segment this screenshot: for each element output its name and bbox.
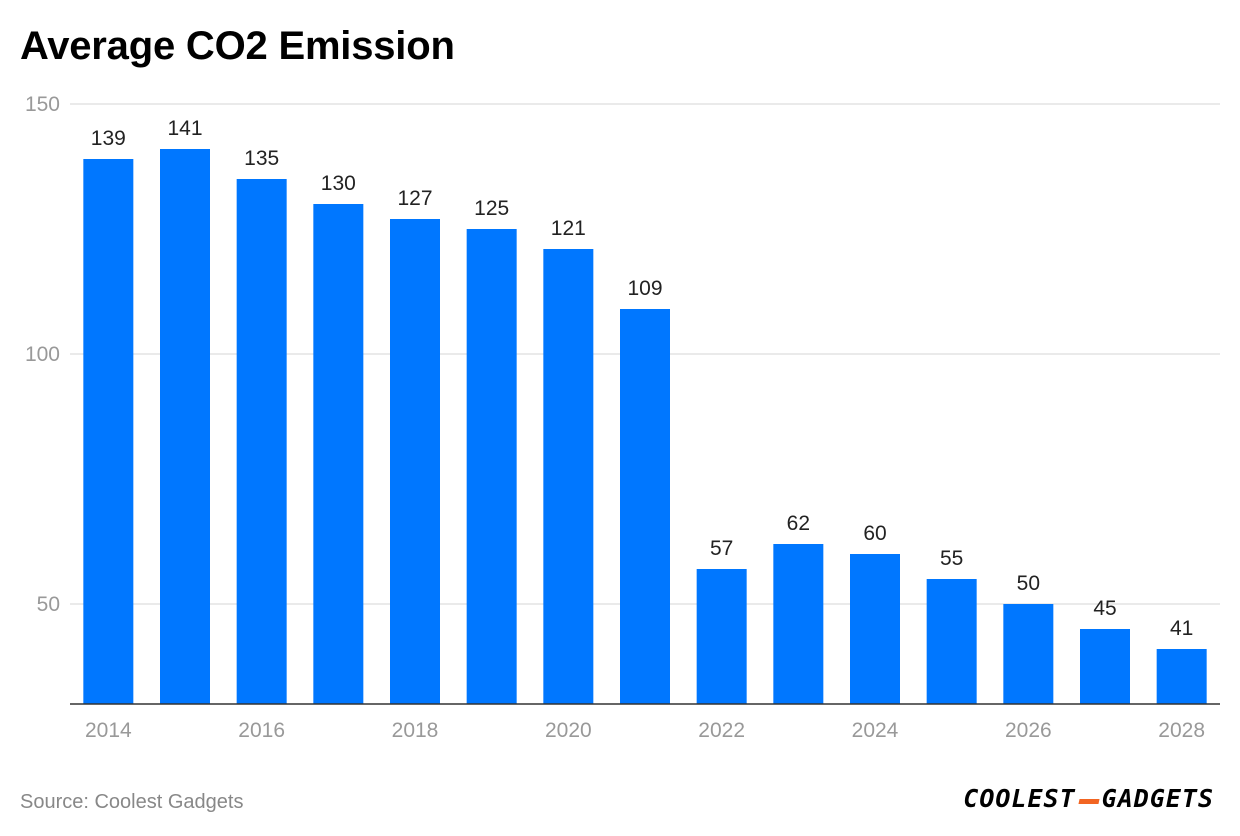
- y-tick-label: 100: [25, 343, 60, 366]
- x-tick-label-2028: 2028: [1158, 719, 1205, 742]
- x-tick-label-2026: 2026: [1005, 719, 1052, 742]
- bar-2021: [620, 309, 670, 704]
- brand-logo: COOLEST GADGETS: [963, 782, 1214, 816]
- bars: [83, 149, 1207, 704]
- chart-title: Average CO2 Emission: [20, 24, 455, 68]
- data-label-2024: 60: [863, 522, 886, 545]
- source-note: Source: Coolest Gadgets: [20, 791, 244, 813]
- bar-2014: [83, 159, 134, 704]
- brand-logo-dash: [1078, 798, 1100, 804]
- bar-2023: [773, 544, 824, 704]
- brand-logo-right: GADGETS: [1101, 784, 1214, 813]
- x-tick-label-2014: 2014: [85, 719, 132, 742]
- bar-2019: [466, 229, 517, 704]
- data-label-2014: 139: [91, 127, 126, 150]
- y-tick-label: 150: [25, 93, 60, 116]
- bar-2018: [390, 219, 440, 704]
- data-label-2021: 109: [627, 277, 662, 300]
- x-tick-label-2016: 2016: [238, 719, 285, 742]
- bar-2027: [1080, 629, 1130, 704]
- x-tick-label-2020: 2020: [545, 719, 592, 742]
- bar-2024: [850, 554, 900, 704]
- bar-2016: [236, 179, 287, 704]
- brand-logo-left: COOLEST: [963, 784, 1076, 813]
- data-label-2018: 127: [397, 187, 432, 210]
- x-tick-label-2024: 2024: [852, 719, 899, 742]
- data-label-2022: 57: [710, 537, 733, 560]
- x-tick-label-2018: 2018: [392, 719, 439, 742]
- data-label-2023: 62: [787, 512, 810, 535]
- data-label-2016: 135: [244, 147, 279, 170]
- data-label-2020: 121: [551, 217, 586, 240]
- y-axis-ticks: 50 100 150: [25, 93, 60, 616]
- bar-2022: [696, 569, 747, 704]
- x-tick-label-2022: 2022: [698, 719, 745, 742]
- bar-2026: [1003, 604, 1054, 704]
- data-label-2028: 41: [1170, 617, 1193, 640]
- bar-2028: [1156, 649, 1207, 704]
- data-label-2026: 50: [1017, 572, 1040, 595]
- bar-2025: [926, 579, 977, 704]
- data-label-2015: 141: [167, 117, 202, 140]
- bar-2017: [313, 204, 364, 704]
- x-axis-ticks: 2014 2016 2018 2020 2022 2024 2026 2028: [85, 719, 1205, 742]
- bar-2020: [543, 249, 594, 704]
- data-label-2019: 125: [474, 197, 509, 220]
- data-label-2025: 55: [940, 547, 963, 570]
- y-tick-label: 50: [37, 593, 60, 616]
- data-labels: 139 141 135 130 127 125 121 109 57 62 60 55 50 45 41: [91, 117, 1194, 640]
- bar-2015: [160, 149, 210, 704]
- data-label-2017: 130: [321, 172, 356, 195]
- bar-chart: 50 100 150 139 141 135 130 127 125 121 109 57 62 60 5…: [25, 93, 1220, 742]
- data-label-2027: 45: [1093, 597, 1116, 620]
